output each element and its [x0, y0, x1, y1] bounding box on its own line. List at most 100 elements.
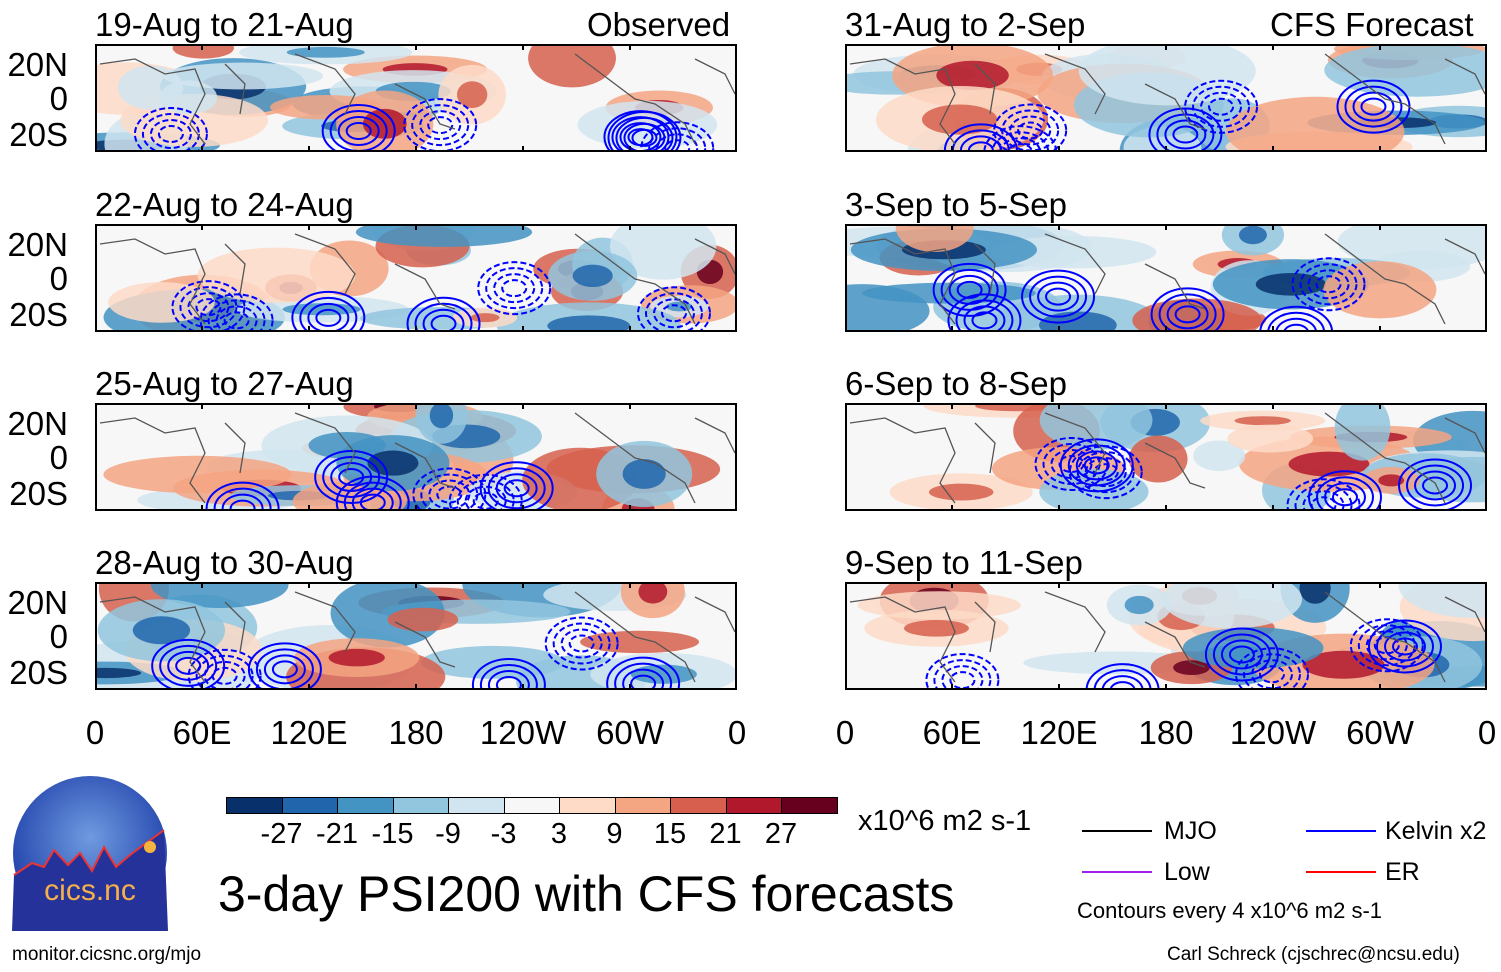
lon-tick-label: 180 — [388, 714, 444, 751]
colorbar-swatch — [614, 797, 671, 814]
kelvin-contour — [213, 487, 272, 511]
kelvin-contour — [656, 133, 699, 152]
kelvin-contour — [1286, 478, 1361, 511]
kelvin-contour — [941, 665, 984, 690]
colorbar-label: 21 — [709, 818, 742, 850]
map-panel — [845, 44, 1487, 152]
anomaly-region — [1323, 261, 1437, 319]
lon-tick-label: 0 — [1477, 714, 1497, 751]
kelvin-contour — [487, 669, 530, 690]
anomaly-region — [470, 313, 500, 323]
kelvin-contour — [291, 290, 366, 332]
legend-kelvin: Kelvin x2 — [1385, 817, 1487, 845]
colorbar-label: 9 — [606, 818, 623, 850]
lon-tick-label: 120W — [479, 714, 567, 751]
kelvin-contour — [414, 302, 473, 332]
kelvin-contour — [1158, 293, 1217, 332]
kelvin-contour — [151, 638, 226, 690]
lon-tick-label: 60E — [922, 714, 982, 751]
anomaly-region — [197, 247, 356, 303]
colorbar-swatch — [670, 797, 727, 814]
kelvin-contour — [1192, 85, 1251, 128]
anomaly-region — [387, 607, 459, 632]
panel-title: 6-Sep to 8-Sep — [845, 365, 1067, 402]
map-panel — [845, 224, 1487, 332]
kelvin-contour — [1172, 125, 1199, 144]
kelvin-contour — [614, 662, 673, 690]
map-panel — [95, 403, 737, 511]
colorbar-label: 15 — [653, 818, 687, 850]
kelvin-contour — [1294, 484, 1353, 511]
kelvin-contour — [1308, 470, 1382, 511]
anomaly-region — [1078, 44, 1256, 106]
anomaly-region — [921, 104, 998, 135]
lat-tick-label: 0 — [49, 618, 68, 655]
kelvin-contour — [1375, 625, 1434, 668]
footer-url[interactable]: monitor.cicsnc.org/mjo — [12, 944, 202, 965]
kelvin-contour — [133, 107, 208, 152]
kelvin-contour — [322, 455, 381, 498]
anomaly-region — [928, 483, 994, 501]
lat-tick-label: 0 — [49, 439, 68, 476]
anomaly-region — [572, 264, 613, 288]
anomaly-region — [1302, 650, 1385, 679]
kelvin-contour — [947, 293, 1022, 332]
lat-tick-label: 20S — [9, 116, 68, 153]
anomaly-region — [1255, 272, 1326, 296]
lon-tick-label: 0 — [85, 714, 105, 751]
kelvin-contour — [606, 656, 681, 690]
anomaly-region — [1162, 582, 1303, 629]
colorbar-swatch — [281, 797, 338, 814]
colorbar-label: -27 — [260, 818, 303, 850]
kelvin-contour — [167, 650, 210, 681]
kelvin-contour — [487, 467, 546, 510]
kelvin-contour — [568, 634, 595, 653]
legend-er-line — [1306, 871, 1376, 873]
footer-credit: Carl Schreck (cjschrec@ncsu.edu) — [1167, 944, 1460, 965]
lat-tick-label: 0 — [49, 260, 68, 297]
kelvin-contour — [1150, 287, 1225, 332]
anomaly-region — [609, 224, 717, 280]
coastlines — [99, 412, 736, 504]
map-panel — [845, 403, 1487, 511]
colorbar-label: 27 — [764, 818, 798, 850]
kelvin-contour — [1184, 79, 1259, 134]
kelvin-contour — [544, 616, 619, 671]
kelvin-contour — [1283, 323, 1310, 332]
lon-tick-label: 120W — [1229, 714, 1317, 751]
kelvin-contour — [1067, 444, 1126, 487]
kelvin-contour — [1299, 263, 1358, 306]
anomaly-region — [162, 62, 324, 90]
anomaly-region — [1288, 451, 1370, 477]
colorbar-label: -9 — [435, 818, 461, 850]
kelvin-contour — [949, 671, 976, 690]
panel-title: 25-Aug to 27-Aug — [95, 365, 354, 402]
kelvin-contour — [263, 654, 306, 685]
kelvin-contour — [315, 308, 342, 327]
kelvin-contour — [1275, 317, 1318, 332]
kelvin-contour — [971, 311, 998, 330]
kelvin-contour — [330, 461, 373, 492]
kelvin-contour — [221, 493, 264, 511]
kelvin-contour — [335, 475, 410, 511]
anomaly-region — [117, 65, 184, 110]
kelvin-contour — [925, 653, 1000, 690]
kelvin-contour — [1220, 639, 1263, 670]
kelvin-contour — [1084, 457, 1127, 488]
anomaly-region — [1182, 627, 1324, 669]
coastlines — [99, 53, 736, 145]
kelvin-contour — [1414, 470, 1457, 501]
kelvin-contour — [1208, 97, 1235, 116]
kelvin-contour — [314, 449, 389, 504]
lon-tick-label: 120E — [270, 714, 348, 751]
lon-tick-label: 0 — [835, 714, 855, 751]
kelvin-contour — [622, 668, 665, 690]
kelvin-contour — [149, 119, 192, 150]
kelvin-contour — [495, 473, 538, 504]
kelvin-contour — [479, 663, 538, 690]
anomaly-region — [1226, 96, 1405, 152]
kelvin-contour — [1101, 675, 1144, 690]
anomaly-region — [666, 301, 693, 312]
lon-tick-label: 60E — [172, 714, 232, 751]
coastlines — [99, 591, 736, 683]
